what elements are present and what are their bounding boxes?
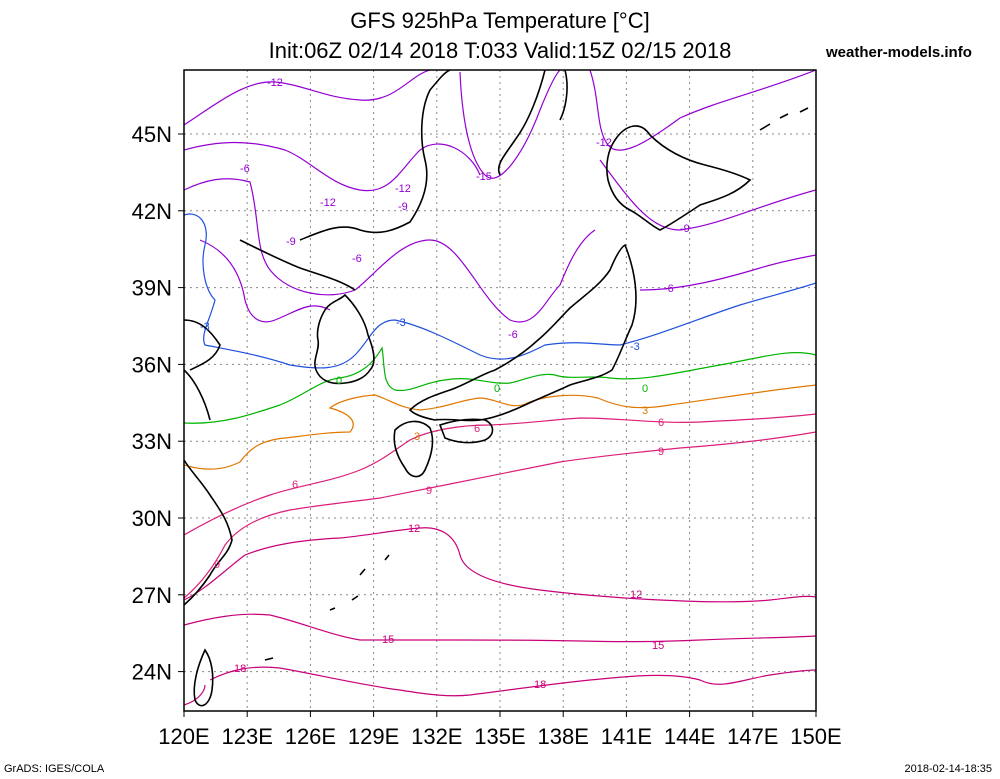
contour-label: 9 [214, 559, 220, 571]
axis-ticks [178, 133, 817, 717]
contour-label: 0 [336, 375, 342, 387]
contour-minus6-a [184, 178, 596, 323]
map-title: GFS 925hPa Temperature [°C] [350, 8, 650, 33]
lat-label: 36N [132, 352, 172, 377]
contour-minus6-b [639, 254, 816, 291]
contour-label: -9 [286, 236, 296, 248]
contour-label: -6 [508, 329, 518, 341]
contour-minus12-a [184, 70, 431, 126]
contour-minus3 [184, 213, 816, 369]
contour-label: 18 [534, 679, 546, 691]
contour-three [184, 384, 816, 470]
contour-minus15 [459, 70, 561, 179]
contour-label: -9 [398, 201, 408, 213]
contour-label: -6 [352, 253, 362, 265]
lon-label: 150E [790, 724, 841, 749]
coast-taiwan [193, 648, 214, 707]
lon-label: 135E [474, 724, 525, 749]
contour-zero [184, 346, 816, 424]
contour-minus12-b [589, 70, 816, 151]
contour-label: -3 [200, 321, 210, 333]
lat-label: 42N [132, 199, 172, 224]
lon-label: 144E [664, 724, 715, 749]
site-credit: weather-models.info [826, 44, 972, 61]
coast-honshu [408, 243, 637, 422]
contour-label: 3 [414, 431, 420, 443]
map-subtitle: Init:06Z 02/14 2018 T:033 Valid:15Z 02/1… [268, 38, 732, 63]
contour-label: 6 [292, 479, 298, 491]
lon-label: 126E [285, 724, 336, 749]
contour-nine [184, 431, 816, 599]
contour-eighteen-b [184, 684, 206, 706]
contour-eighteen [209, 666, 816, 697]
contour-label: 12 [630, 589, 642, 601]
contour-minus6-c [199, 239, 331, 323]
footer-timestamp: 2018-02-14-18:35 [904, 763, 992, 775]
contour-label: 9 [658, 446, 664, 458]
lat-label: 33N [132, 429, 172, 454]
contour-label: 9 [426, 485, 432, 497]
contour-label: 15 [382, 634, 394, 646]
contour-label: 0 [494, 383, 500, 395]
lat-label: 45N [132, 122, 172, 147]
lon-label: 132E [411, 724, 462, 749]
contour-twelve [184, 527, 816, 603]
coast-korea [314, 293, 375, 385]
contour-label: 15 [652, 640, 664, 652]
contour-label: -12 [320, 197, 336, 209]
contour-label: -3 [630, 341, 640, 353]
contour-label: 3 [642, 405, 648, 417]
temperature-contours [184, 70, 816, 706]
contour-six [184, 413, 816, 536]
contour-label: 6 [474, 423, 480, 435]
contour-label: -12 [596, 137, 612, 149]
lon-label: 138E [538, 724, 589, 749]
contour-minus9-b [599, 159, 816, 231]
contour-label: 0 [642, 383, 648, 395]
latitude-labels: 45N 42N 39N 36N 33N 30N 27N 24N [132, 122, 172, 685]
coast-hokkaido [606, 125, 752, 231]
coast-kurils [759, 107, 809, 131]
lon-label: 141E [601, 724, 652, 749]
footer-credit: GrADS: IGES/COLA [4, 763, 105, 775]
coast-kyushu [393, 420, 434, 478]
contour-labels: -12 -12 -12 -12 -15 -9 -9 -9 -6 -6 -6 -6… [200, 77, 690, 691]
contour-minus9-a [184, 141, 481, 192]
contour-label: -6 [664, 283, 674, 295]
contour-label: -15 [476, 171, 492, 183]
contour-label: 18 [234, 663, 246, 675]
coast-sakhalin [497, 70, 568, 176]
lat-label: 39N [132, 276, 172, 301]
coast-shikoku [438, 418, 494, 444]
lat-label: 30N [132, 506, 172, 531]
contour-label: -12 [267, 77, 283, 89]
longitude-labels: 120E 123E 126E 129E 132E 135E 138E 141E … [158, 724, 841, 749]
lon-label: 120E [158, 724, 209, 749]
coast-ryukyu [264, 554, 390, 661]
contour-label: -12 [395, 183, 411, 195]
coastlines [184, 70, 809, 707]
contour-label: 12 [408, 523, 420, 535]
lon-label: 123E [222, 724, 273, 749]
contour-label: 6 [658, 417, 664, 429]
lat-label: 27N [132, 583, 172, 608]
contour-label: -3 [396, 317, 406, 329]
coast-china [184, 70, 451, 606]
lon-label: 147E [727, 724, 778, 749]
lon-label: 129E [348, 724, 399, 749]
graticule [184, 70, 816, 711]
contour-label: -6 [240, 163, 250, 175]
contour-fifteen [184, 613, 816, 643]
contour-label: -9 [680, 223, 690, 235]
lat-label: 24N [132, 660, 172, 685]
